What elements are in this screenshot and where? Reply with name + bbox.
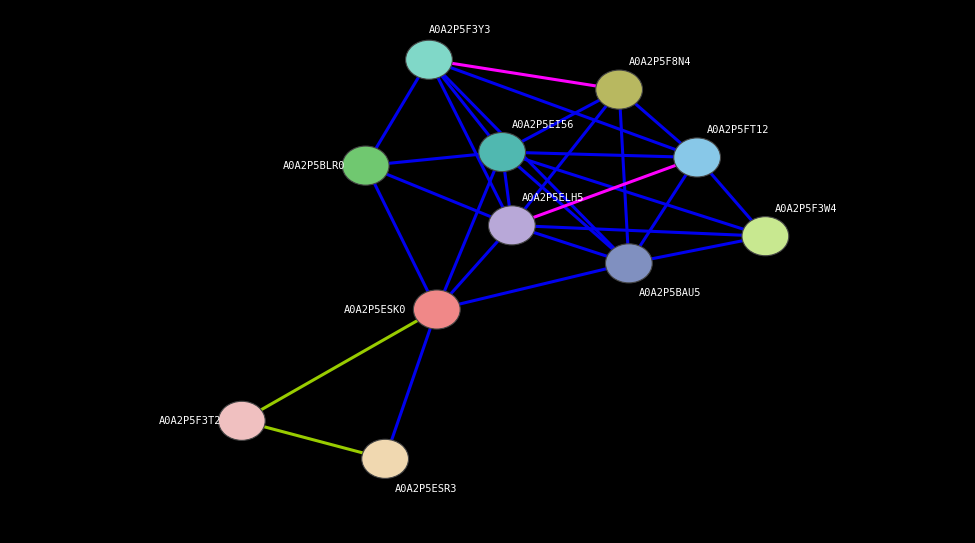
Ellipse shape [742, 217, 789, 256]
Ellipse shape [605, 244, 652, 283]
Text: A0A2P5BLR0: A0A2P5BLR0 [283, 161, 345, 171]
Text: A0A2P5FT12: A0A2P5FT12 [707, 125, 769, 135]
Ellipse shape [674, 138, 721, 177]
Ellipse shape [406, 40, 452, 79]
Text: A0A2P5F3W4: A0A2P5F3W4 [775, 204, 838, 214]
Ellipse shape [362, 439, 409, 478]
Ellipse shape [342, 146, 389, 185]
Text: A0A2P5F3T2: A0A2P5F3T2 [159, 416, 221, 426]
Ellipse shape [479, 132, 526, 172]
Text: A0A2P5F8N4: A0A2P5F8N4 [629, 58, 691, 67]
Text: A0A2P5EI56: A0A2P5EI56 [512, 120, 574, 130]
Ellipse shape [488, 206, 535, 245]
Text: A0A2P5F3Y3: A0A2P5F3Y3 [429, 25, 491, 35]
Ellipse shape [218, 401, 265, 440]
Ellipse shape [596, 70, 643, 109]
Text: A0A2P5BAU5: A0A2P5BAU5 [639, 288, 701, 298]
Text: A0A2P5ESK0: A0A2P5ESK0 [344, 305, 407, 314]
Text: A0A2P5ESR3: A0A2P5ESR3 [395, 484, 457, 494]
Text: A0A2P5ELH5: A0A2P5ELH5 [522, 193, 584, 203]
Ellipse shape [413, 290, 460, 329]
